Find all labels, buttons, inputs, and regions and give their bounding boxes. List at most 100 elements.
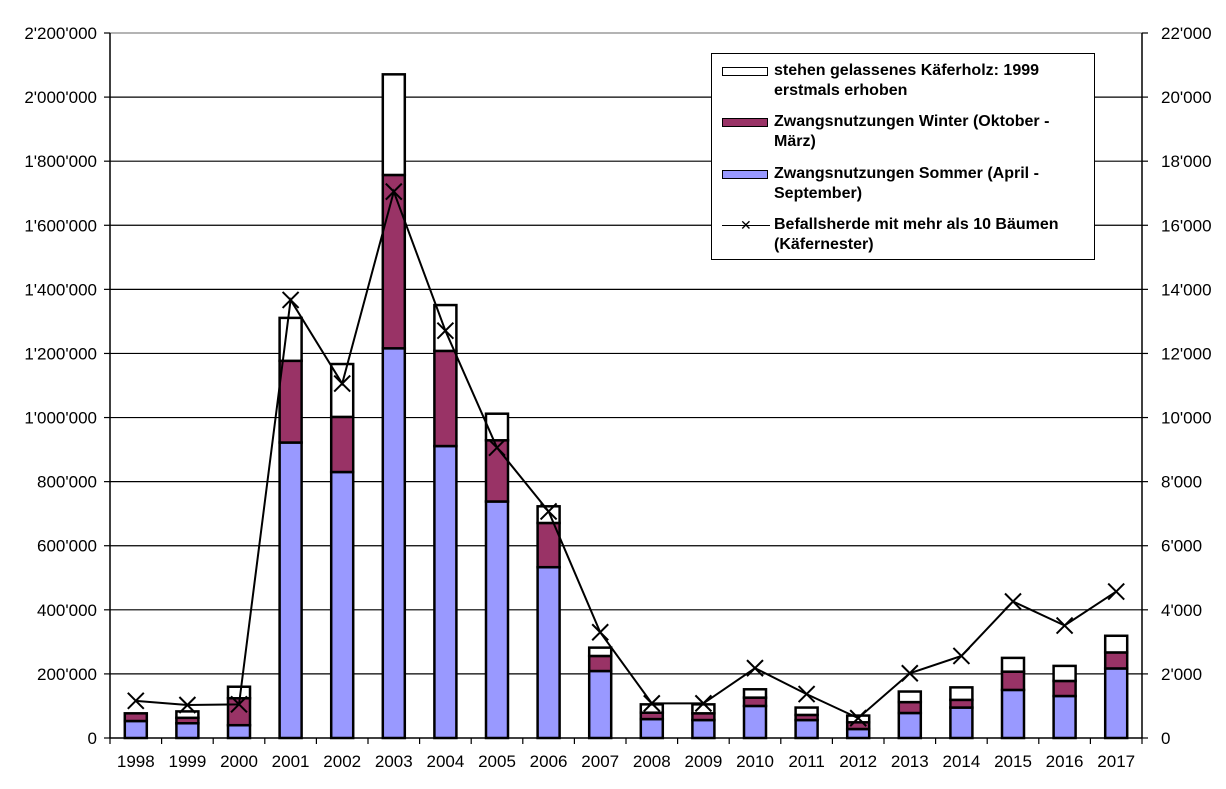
marker-x-2014 xyxy=(952,647,971,665)
x-axis-tick-label: 2006 xyxy=(530,752,568,771)
bar-winter-2015 xyxy=(1000,670,1026,692)
bar-winter-2005 xyxy=(484,439,510,503)
bars xyxy=(123,73,1129,740)
marker-stroke xyxy=(643,694,661,713)
marker-x-2017 xyxy=(1107,582,1125,601)
legend-item-befallsherde: ✕ Befallsherde mit mehr als 10 Bäumen (K… xyxy=(712,215,1094,259)
marker-stroke xyxy=(230,695,248,714)
marker-x-2004 xyxy=(436,321,455,340)
bar-winter-2007 xyxy=(587,654,613,673)
x-axis-tick-label: 2001 xyxy=(272,752,310,771)
x-axis-tick-label: 2015 xyxy=(994,752,1032,771)
legend-swatch-winter xyxy=(722,118,768,127)
x-axis-tick-label: 2005 xyxy=(478,752,516,771)
bar-sommer-2015 xyxy=(1000,688,1026,740)
marker-x-2008 xyxy=(643,694,661,713)
bar-stehen-gelassen-2011 xyxy=(794,706,819,717)
line-series xyxy=(127,182,1125,727)
bar-sommer-2008 xyxy=(639,717,665,740)
legend-item-stehen-gelassen: stehen gelassenes Käferholz: 1999 erstma… xyxy=(712,61,1094,105)
left-axis-tick-label: 400'000 xyxy=(37,601,97,620)
bar-winter-2004 xyxy=(433,349,458,448)
marker-x-2013 xyxy=(901,664,919,682)
marker-x-2005 xyxy=(488,438,506,457)
left-axis-tick-label: 0 xyxy=(88,729,97,748)
left-axis-tick-label: 1'400'000 xyxy=(24,280,97,299)
x-axis-tick-label: 2002 xyxy=(323,752,361,771)
left-axis-tick-label: 1'600'000 xyxy=(24,216,97,235)
bar-winter-2002 xyxy=(329,415,355,474)
legend-swatch-sommer xyxy=(722,170,768,179)
bar-winter-2013 xyxy=(897,700,923,715)
bar-winter-2003 xyxy=(381,173,407,350)
left-axis-tick-label: 1'000'000 xyxy=(24,409,97,428)
bar-winter-2016 xyxy=(1052,679,1077,698)
marker-x-2012 xyxy=(849,709,867,727)
x-axis-tick-label: 2003 xyxy=(375,752,413,771)
left-axis-tick-label: 200'000 xyxy=(37,665,97,684)
axes xyxy=(104,32,1148,744)
bar-stehen-gelassen-2009 xyxy=(691,703,716,715)
bar-sommer-1999 xyxy=(175,722,200,740)
bar-sommer-2012 xyxy=(845,727,871,740)
bar-sommer-2000 xyxy=(226,723,252,740)
right-axis-tick-label: 22'000 xyxy=(1161,24,1212,43)
left-axis-tick-label: 2'200'000 xyxy=(24,24,97,43)
x-axis-tick-label: 2000 xyxy=(220,752,258,771)
bar-stehen-gelassen-2003 xyxy=(381,73,407,177)
bar-stehen-gelassen-2010 xyxy=(742,688,768,699)
marker-x-2007 xyxy=(591,623,609,641)
right-axis-tick-labels: 0 2'000 4'000 6'000 8'000 10'000 12'000 14'000 1… xyxy=(1161,24,1212,748)
bar-sommer-2001 xyxy=(278,441,303,740)
marker-x-2015 xyxy=(1004,592,1022,611)
marker-stroke xyxy=(1004,592,1022,611)
right-axis-tick-label: 6'000 xyxy=(1161,537,1202,556)
bar-stehen-gelassen-2005 xyxy=(484,412,510,442)
marker-stroke xyxy=(385,182,403,201)
bar-sommer-2017 xyxy=(1103,667,1129,740)
bar-winter-1998 xyxy=(123,712,149,723)
marker-x-2011 xyxy=(797,685,816,703)
left-axis-tick-label: 1'200'000 xyxy=(24,344,97,363)
legend-swatch-white xyxy=(722,67,768,76)
x-axis-tick-label: 2014 xyxy=(942,752,980,771)
marker-stroke xyxy=(333,374,351,393)
marker-stroke xyxy=(591,623,609,641)
left-axis-tick-label: 600'000 xyxy=(37,537,97,556)
marker-x-2003 xyxy=(385,182,403,201)
legend-label: Zwangsnutzungen Sommer (April - Septembe… xyxy=(774,165,1039,202)
marker-x-2010 xyxy=(746,659,764,677)
right-axis-tick-label: 10'000 xyxy=(1161,409,1212,428)
bar-stehen-gelassen-1999 xyxy=(175,710,200,720)
bar-sommer-2011 xyxy=(794,718,819,740)
legend-line-swatch xyxy=(722,225,770,226)
marker-stroke xyxy=(436,321,455,340)
bar-sommer-2004 xyxy=(433,444,458,740)
marker-x-2009 xyxy=(694,694,713,713)
bar-sommer-2003 xyxy=(381,347,407,740)
bar-sommer-2016 xyxy=(1052,694,1077,740)
x-axis-tick-label: 2008 xyxy=(633,752,671,771)
bar-sommer-2010 xyxy=(742,704,768,740)
right-axis-tick-label: 2'000 xyxy=(1161,665,1202,684)
right-axis-tick-label: 14'000 xyxy=(1161,280,1212,299)
right-axis-tick-label: 20'000 xyxy=(1161,88,1212,107)
marker-stroke xyxy=(901,664,919,682)
bar-stehen-gelassen-2014 xyxy=(949,686,974,702)
bar-stehen-gelassen-2013 xyxy=(897,690,923,704)
left-axis-tick-label: 2'000'000 xyxy=(24,88,97,107)
x-axis-tick-label: 2010 xyxy=(736,752,774,771)
x-axis-tick-label: 2011 xyxy=(788,752,825,771)
left-axis-tick-label: 1'800'000 xyxy=(24,152,97,171)
x-axis-tick-label: 2013 xyxy=(891,752,929,771)
legend-label: Zwangsnutzungen Winter (Oktober - März) xyxy=(774,113,1050,150)
marker-x-2000 xyxy=(230,695,248,714)
legend-item-winter: Zwangsnutzungen Winter (Oktober - März) xyxy=(712,112,1094,156)
x-axis-tick-labels: 1998 1999 2000 2001 2002 2003 2004 2005 2006 2007… xyxy=(117,752,1135,771)
marker-stroke xyxy=(178,696,197,714)
x-axis-tick-label: 2017 xyxy=(1097,752,1135,771)
right-axis-tick-label: 12'000 xyxy=(1161,344,1212,363)
bar-sommer-2002 xyxy=(329,470,355,740)
marker-x-2001 xyxy=(281,291,300,309)
marker-stroke xyxy=(746,659,764,677)
